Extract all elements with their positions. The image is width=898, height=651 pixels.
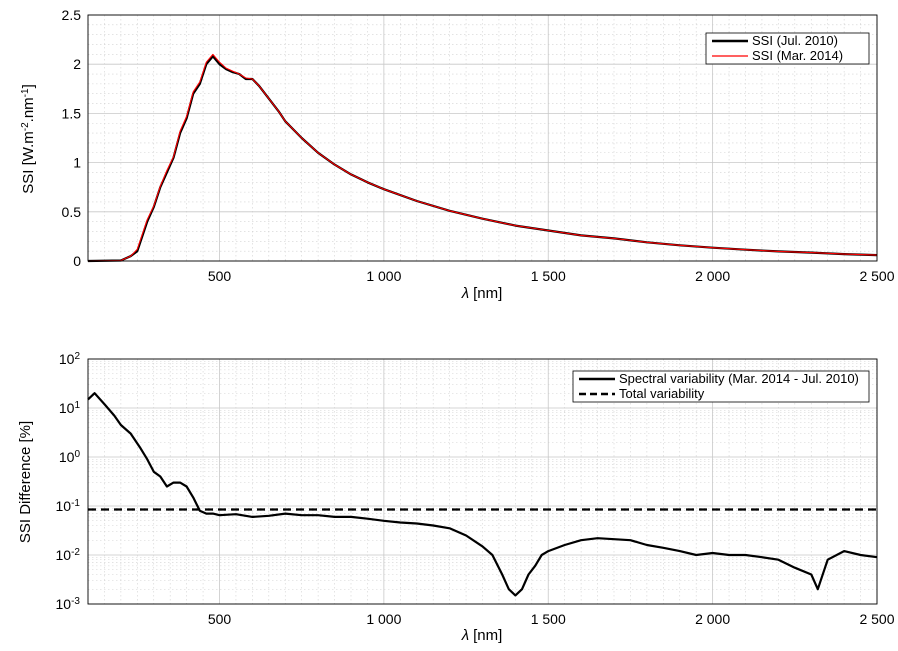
spectrum-y-axis-label: SSI [W.m-2.nm-1] <box>20 84 38 194</box>
x-tick-label: 2 500 <box>859 611 894 627</box>
spectrum-plot-frame <box>87 14 878 262</box>
legend-label-spectral-variability: Spectral variability (Mar. 2014 - Jul. 2… <box>619 371 859 386</box>
spectrum-series <box>87 53 878 263</box>
y-tick-label: 10-1 <box>56 498 81 515</box>
spectrum-x-ticks: 500 1 000 1 500 2 000 2 500 <box>208 268 895 284</box>
variability-x-ticks: 500 1 000 1 500 2 000 2 500 <box>208 611 895 627</box>
legend-label-mar-2014: SSI (Mar. 2014) <box>752 48 843 63</box>
variability-series <box>87 392 878 597</box>
y-tick-label: 0 <box>73 253 81 269</box>
x-tick-label: 1 000 <box>366 611 401 627</box>
x-tick-label: 1 000 <box>366 268 401 284</box>
x-tick-label: 500 <box>208 611 232 627</box>
y-tick-label: 102 <box>59 351 81 368</box>
y-tick-label: 10-2 <box>56 547 81 564</box>
x-tick-label: 1 500 <box>531 268 566 284</box>
y-tick-label: 10-3 <box>56 596 81 613</box>
y-tick-label: 0.5 <box>62 204 82 220</box>
legend-label-jul-2010: SSI (Jul. 2010) <box>752 33 838 48</box>
x-tick-label: 2 000 <box>695 268 730 284</box>
spectrum-legend-box <box>705 32 870 65</box>
variability-y-axis-label: SSI Difference [%] <box>17 421 34 543</box>
spectrum-chart: 500 1 000 1 500 2 000 2 500 0 0.5 1 1.5 2 2.5 λ [n… <box>20 7 895 302</box>
variability-chart: 500 1 000 1 500 2 000 2 500 10-310-210-11001… <box>17 351 895 645</box>
spectrum-y-ticks: 0 0.5 1 1.5 2 2.5 <box>62 7 82 269</box>
y-tick-label: 1 <box>73 155 81 171</box>
x-tick-label: 2 500 <box>859 268 894 284</box>
variability-legend-box <box>572 370 870 403</box>
legend-label-total-variability: Total variability <box>619 386 705 401</box>
variability-y-ticks: 10-3 10-2 10-1 100 101 102 <box>56 351 81 613</box>
x-tick-label: 1 500 <box>531 611 566 627</box>
y-tick-label: 100 <box>59 449 81 466</box>
variability-legend: Spectral variability (Mar. 2014 - Jul. 2… <box>572 370 870 403</box>
variability-plot-frame <box>87 358 878 605</box>
series-spectral-variability <box>87 392 878 597</box>
x-tick-label: 2 000 <box>695 611 730 627</box>
y-tick-label: 1.5 <box>62 105 82 121</box>
series-ssi-mar-2014 <box>87 53 878 262</box>
y-tick-label: 101 <box>59 400 81 417</box>
spectrum-x-axis-label: λ [nm] <box>461 285 503 302</box>
variability-x-axis-label: λ [nm] <box>461 627 503 644</box>
spectrum-legend: SSI (Jul. 2010) SSI (Mar. 2014) <box>705 32 870 65</box>
y-tick-label: 2.5 <box>62 7 82 23</box>
x-tick-label: 500 <box>208 268 232 284</box>
y-tick-label: 2 <box>73 56 81 72</box>
